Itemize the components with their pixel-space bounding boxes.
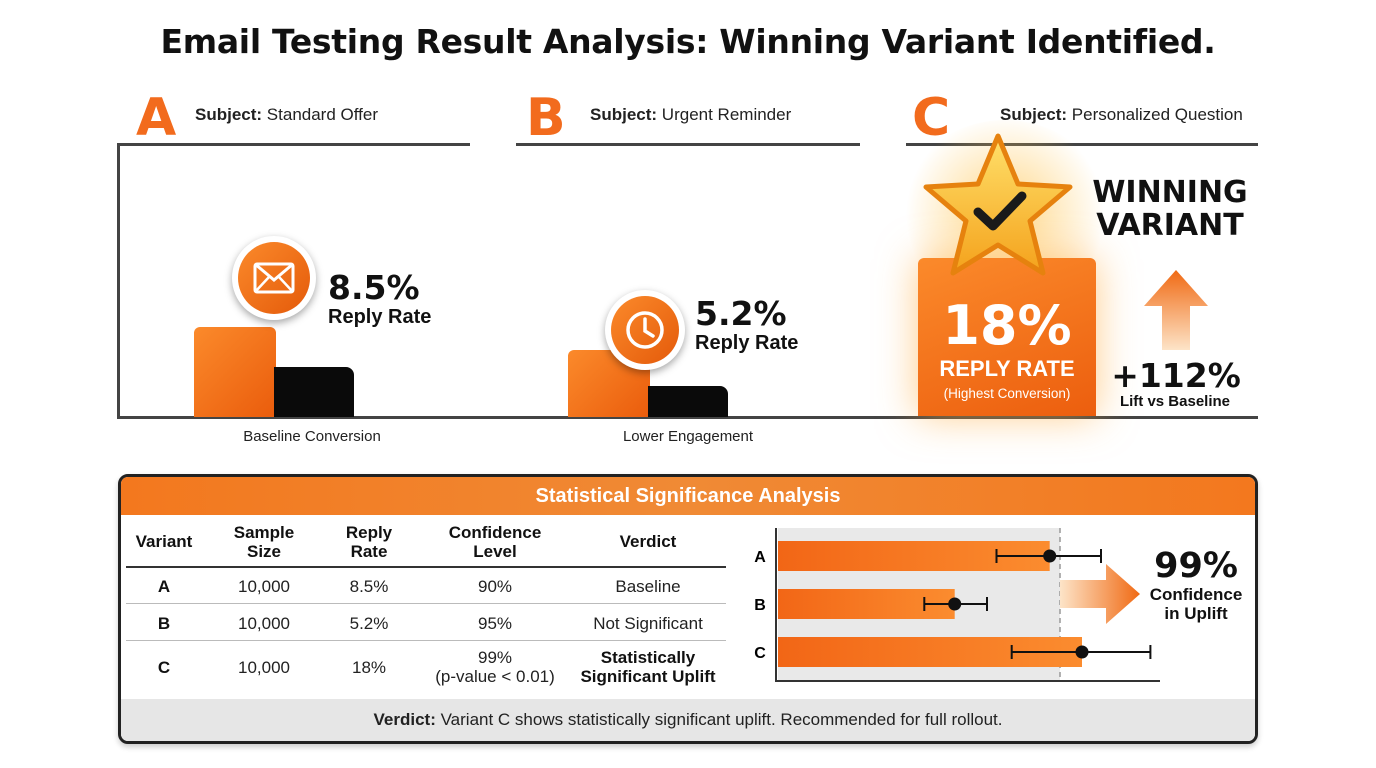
subject-label: Subject: [590,105,658,124]
col-header-line: Verdict [619,532,677,551]
subject-value: Urgent Reminder [661,105,792,124]
variant-c-subject: Subject: Personalized Question [1000,105,1243,125]
variant-c-rate: 18% [942,294,1072,357]
envelope-badge [232,236,316,320]
table-row-rule [126,603,726,604]
envelope-icon [253,262,295,294]
cell-verdict: Baseline [615,577,681,596]
cell-line: Significant Uplift [580,667,716,686]
verdict-text: Variant C shows statistically significan… [440,710,1003,729]
confidence-value: 99% [1154,546,1238,586]
subject-label: Subject: [195,105,263,124]
ci-category-label: B [754,597,766,614]
ci-point [1043,549,1057,563]
col-header-line: Rate [350,542,388,561]
cell-confidence: 99% (p-value < 0.01) [426,648,564,686]
cell-variant: A [157,577,171,596]
clock-badge [605,290,685,370]
winning-variant-label: WINNING VARIANT [1090,176,1250,242]
star-check-icon [923,133,1073,276]
stats-panel: Statistical Significance Analysis Verdic… [118,474,1258,744]
variant-a-rate-label: Reply Rate [328,306,432,328]
ci-category-label: A [754,549,766,566]
ci-point [948,597,962,611]
clock-badge-fill [611,296,679,364]
cell-rate: 8.5% [349,577,389,596]
col-header-line: Variant [135,532,193,551]
variant-c-letter: C [912,88,951,148]
variant-a-caption: Baseline Conversion [243,428,381,445]
subject-value: Standard Offer [266,105,378,124]
variant-b-subject: Subject: Urgent Reminder [590,105,791,125]
cell-rate: 5.2% [349,614,389,633]
cell-variant: C [157,658,171,677]
variant-a-subject: Subject: Standard Offer [195,105,378,125]
table-header-rule [126,566,726,568]
variant-b-rate-label: Reply Rate [695,332,799,354]
arrow-right-icon [1060,564,1140,624]
cell-verdict: Statistically Significant Uplift [566,648,730,686]
col-header-line: Sample [233,523,295,542]
col-header-line: Size [246,542,282,561]
col-header-line: Level [473,542,517,561]
cell-verdict: Not Significant [593,614,703,633]
confidence-label-line: Confidence [1149,585,1243,604]
table-row-rule [126,640,726,641]
divider [906,143,1258,146]
bar-variant-c [918,258,1096,416]
divider [516,143,860,146]
ci-point [1075,645,1089,659]
cell-line: Statistically [600,648,696,667]
col-header-line: Confidence [448,523,542,542]
cell-variant: B [157,614,171,633]
variant-c-caption: (Highest Conversion) [943,386,1071,401]
verdict-bar: Verdict: Variant C shows statistically s… [121,699,1255,741]
variant-c-rate-label: REPLY RATE [939,356,1075,381]
cell-line: (p-value < 0.01) [435,667,555,686]
variant-b-caption: Lower Engagement [622,428,754,445]
divider [118,143,470,146]
variant-b-rate: 5.2% [695,294,787,333]
subject-value: Personalized Question [1071,105,1243,124]
x-axis-line [117,416,1258,419]
col-header-sample-size: Sample Size [214,523,314,561]
cell-confidence: 95% [477,614,513,633]
subject-label: Subject: [1000,105,1068,124]
y-axis-line [117,143,120,419]
confidence-label: Confidence in Uplift [1136,585,1256,623]
cell-sample: 10,000 [238,577,290,596]
bar-variant-a [194,327,276,417]
lift-value: +112% [1111,356,1241,395]
cell-line: 99% [477,648,513,667]
cell-confidence: 90% [477,577,513,596]
arrow-up-icon [1144,270,1208,350]
col-header-line: Reply [345,523,393,542]
envelope-badge-fill [238,242,310,314]
ci-category-label: C [754,645,766,662]
cell-sample: 10,000 [238,614,290,633]
page-title: Email Testing Result Analysis: Winning V… [160,22,1216,61]
col-header-confidence: Confidence Level [430,523,560,561]
col-header-variant: Variant [124,532,204,551]
winning-line-2: VARIANT [1096,208,1244,243]
bar-variant-b-secondary [648,386,728,417]
stats-heading: Statistical Significance Analysis [121,477,1255,515]
variant-a-letter: A [136,88,177,148]
variant-a-rate: 8.5% [328,268,420,307]
variant-b-letter: B [526,88,566,148]
col-header-reply-rate: Reply Rate [324,523,414,561]
winning-line-1: WINNING [1092,175,1248,210]
confidence-label-line: in Uplift [1164,604,1228,623]
clock-icon [626,311,664,349]
verdict-label: Verdict: [373,710,436,729]
cell-sample: 10,000 [238,658,290,677]
col-header-verdict: Verdict [570,532,726,551]
confidence-interval-chart: A B C [754,528,1160,682]
cell-rate: 18% [351,658,387,677]
bar-variant-a-secondary [274,367,354,417]
lift-label: Lift vs Baseline [1119,393,1231,410]
